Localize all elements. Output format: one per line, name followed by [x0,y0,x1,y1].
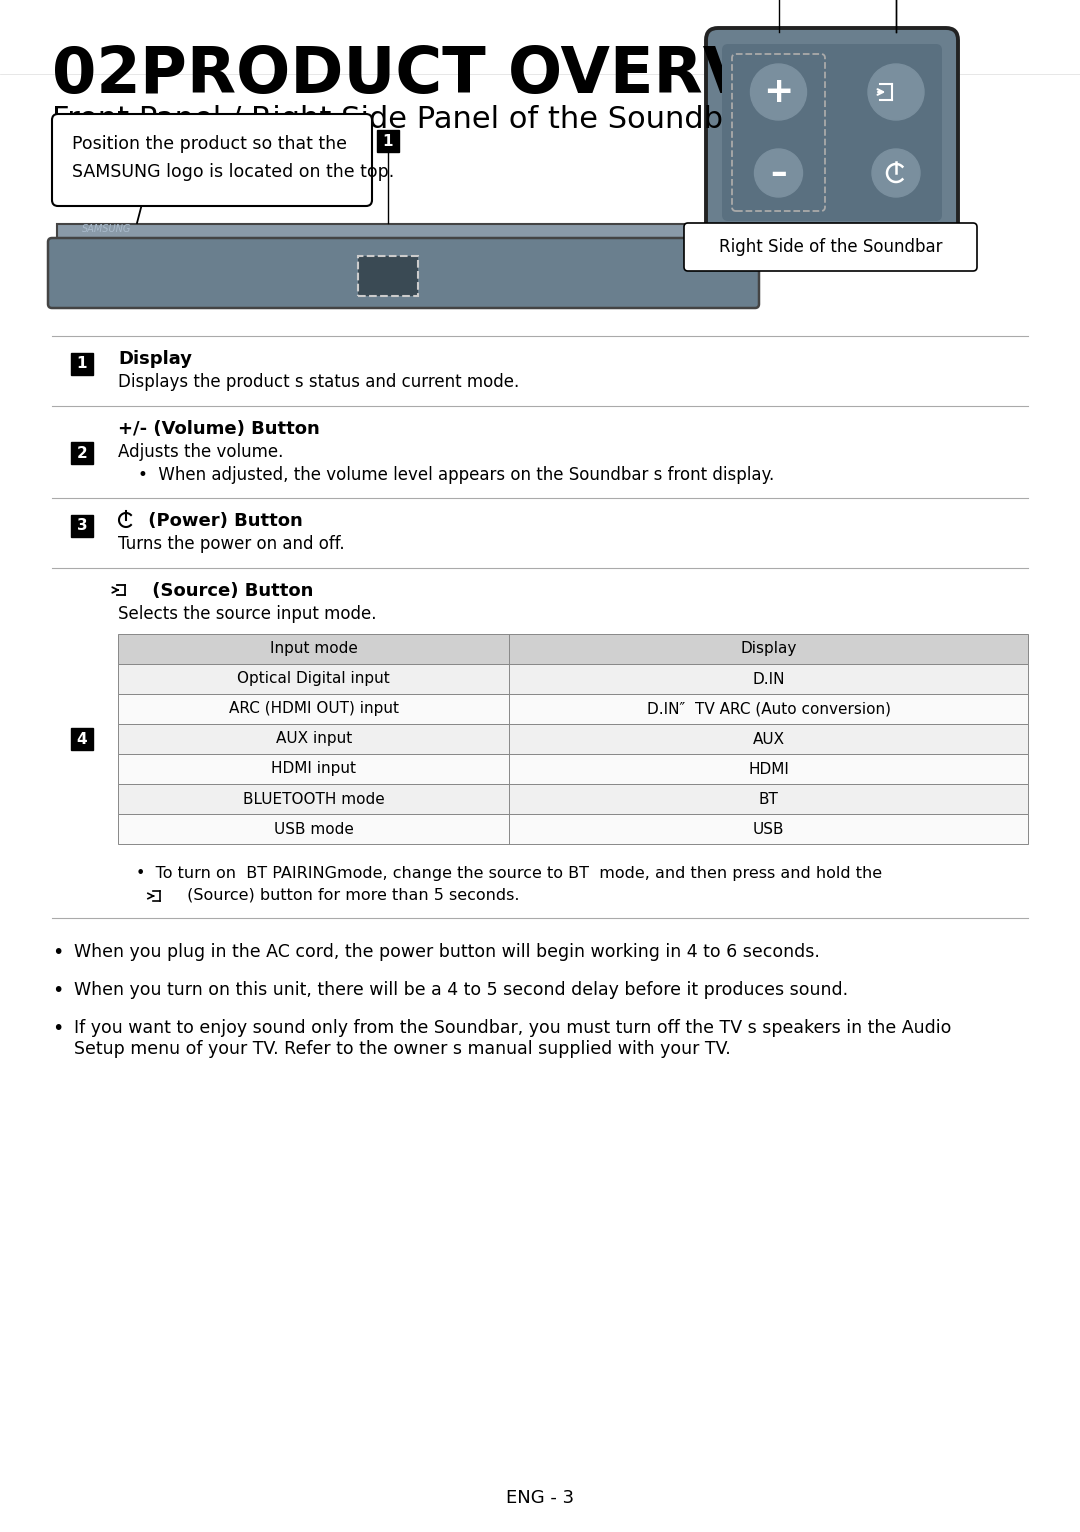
Text: 2: 2 [77,446,87,461]
Text: +/- (Volume) Button: +/- (Volume) Button [118,420,320,438]
FancyBboxPatch shape [118,663,1028,694]
Text: SAMSUNG logo is located on the top.: SAMSUNG logo is located on the top. [72,162,394,181]
Text: HDMI input: HDMI input [271,761,356,777]
Text: D.IN″  TV ARC (Auto conversion): D.IN″ TV ARC (Auto conversion) [647,702,891,717]
Text: Display: Display [741,642,797,657]
Text: BT: BT [759,792,779,806]
FancyBboxPatch shape [118,725,1028,754]
Text: Optical Digital input: Optical Digital input [238,671,390,686]
Text: 3: 3 [77,518,87,533]
FancyBboxPatch shape [71,352,93,375]
FancyBboxPatch shape [118,813,1028,844]
Text: D.IN: D.IN [753,671,785,686]
FancyBboxPatch shape [377,130,399,152]
Text: •  To turn on  BT PAIRINGmode, change the source to BT  mode, and then press and: • To turn on BT PAIRINGmode, change the … [136,866,882,881]
Text: •  When adjusted, the volume level appears on the Soundbar s front display.: • When adjusted, the volume level appear… [138,466,774,484]
Text: –: – [770,156,787,190]
Text: ENG - 3: ENG - 3 [505,1489,575,1507]
Circle shape [868,64,924,119]
Text: (Power) Button: (Power) Button [141,512,302,530]
Text: Selects the source input mode.: Selects the source input mode. [118,605,377,624]
Text: Turns the power on and off.: Turns the power on and off. [118,535,345,553]
FancyBboxPatch shape [706,28,958,237]
FancyBboxPatch shape [71,515,93,538]
FancyBboxPatch shape [52,113,372,205]
Text: •: • [52,1019,64,1039]
Text: •: • [52,980,64,1000]
Text: Front Panel / Right Side Panel of the Soundbar: Front Panel / Right Side Panel of the So… [52,106,754,133]
Text: Adjusts the volume.: Adjusts the volume. [118,443,283,461]
Text: USB: USB [753,821,784,836]
Text: When you plug in the AC cord, the power button will begin working in 4 to 6 seco: When you plug in the AC cord, the power … [75,944,820,961]
Text: •: • [52,944,64,962]
Circle shape [751,64,807,119]
Text: Input mode: Input mode [270,642,357,657]
Text: SAMSUNG: SAMSUNG [82,224,132,234]
Text: If you want to enjoy sound only from the Soundbar, you must turn off the TV s sp: If you want to enjoy sound only from the… [75,1019,951,1057]
FancyBboxPatch shape [71,728,93,751]
FancyBboxPatch shape [71,443,93,464]
Text: When you turn on this unit, there will be a 4 to 5 second delay before it produc: When you turn on this unit, there will b… [75,980,848,999]
Text: Right Side of the Soundbar: Right Side of the Soundbar [719,237,942,256]
Text: 02: 02 [52,44,140,106]
Circle shape [872,149,920,198]
Text: USB mode: USB mode [273,821,353,836]
Text: HDMI: HDMI [748,761,789,777]
Circle shape [755,149,802,198]
FancyBboxPatch shape [118,634,1028,663]
Text: 1: 1 [77,357,87,371]
Text: BLUETOOTH mode: BLUETOOTH mode [243,792,384,806]
Text: +: + [764,75,794,109]
Text: (Source) button for more than 5 seconds.: (Source) button for more than 5 seconds. [183,889,519,902]
Text: Display: Display [118,349,192,368]
Text: Position the product so that the: Position the product so that the [72,135,347,153]
Text: Displays the product s status and current mode.: Displays the product s status and curren… [118,372,519,391]
FancyBboxPatch shape [118,784,1028,813]
Text: 1: 1 [382,133,393,149]
FancyBboxPatch shape [118,694,1028,725]
FancyBboxPatch shape [357,256,418,296]
Text: ARC (HDMI OUT) input: ARC (HDMI OUT) input [229,702,399,717]
FancyBboxPatch shape [684,224,977,271]
Text: 4: 4 [77,731,87,746]
Polygon shape [57,224,762,242]
Text: AUX: AUX [753,731,785,746]
Text: PRODUCT OVERVIEW: PRODUCT OVERVIEW [140,44,890,106]
Text: AUX input: AUX input [275,731,352,746]
FancyBboxPatch shape [723,44,942,221]
FancyBboxPatch shape [118,754,1028,784]
Text: (Source) Button: (Source) Button [146,582,313,601]
FancyBboxPatch shape [48,237,759,308]
